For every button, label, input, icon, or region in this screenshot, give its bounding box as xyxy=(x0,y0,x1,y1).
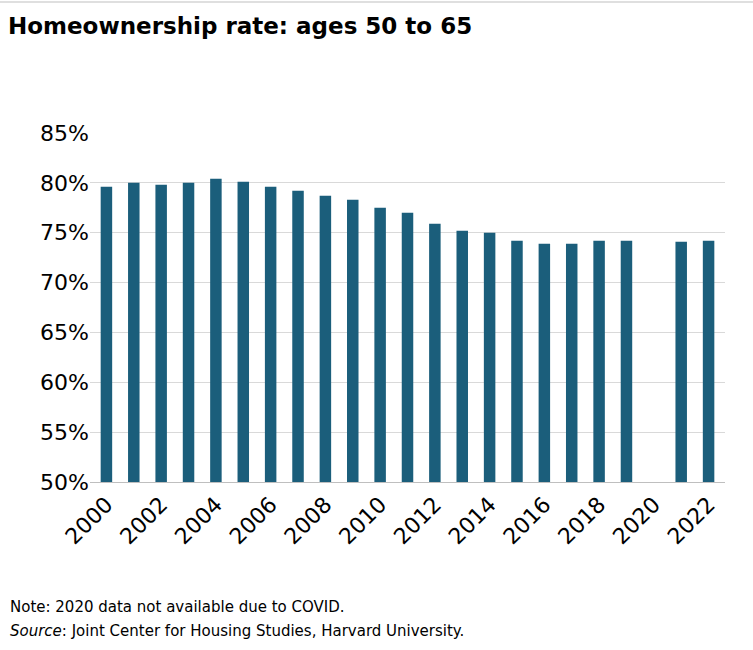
svg-text:2014: 2014 xyxy=(444,492,501,549)
svg-text:Source: Joint Center for Housi: Source: Joint Center for Housing Studies… xyxy=(10,622,464,640)
svg-text:2020: 2020 xyxy=(608,492,665,549)
svg-text:85%: 85% xyxy=(40,121,89,146)
svg-text:55%: 55% xyxy=(40,420,89,445)
svg-text:2000: 2000 xyxy=(60,492,117,549)
svg-text:60%: 60% xyxy=(40,370,89,395)
svg-text:2008: 2008 xyxy=(279,492,336,549)
svg-text:70%: 70% xyxy=(40,270,89,295)
svg-text:2002: 2002 xyxy=(115,492,172,549)
svg-text:75%: 75% xyxy=(40,220,89,245)
svg-text:2004: 2004 xyxy=(170,492,227,549)
svg-text:2022: 2022 xyxy=(663,492,720,549)
svg-text:50%: 50% xyxy=(40,470,89,495)
svg-text:2016: 2016 xyxy=(498,492,555,549)
svg-text:Note: 2020 data not available: Note: 2020 data not available due to COV… xyxy=(10,598,345,616)
svg-text:Homeownership rate: ages 50 to: Homeownership rate: ages 50 to 65 xyxy=(8,13,472,39)
svg-text:2006: 2006 xyxy=(225,492,282,549)
svg-text:80%: 80% xyxy=(40,171,89,196)
svg-text:2012: 2012 xyxy=(389,492,446,549)
svg-text:2018: 2018 xyxy=(553,492,610,549)
svg-text:2010: 2010 xyxy=(334,492,391,549)
svg-text:65%: 65% xyxy=(40,320,89,345)
